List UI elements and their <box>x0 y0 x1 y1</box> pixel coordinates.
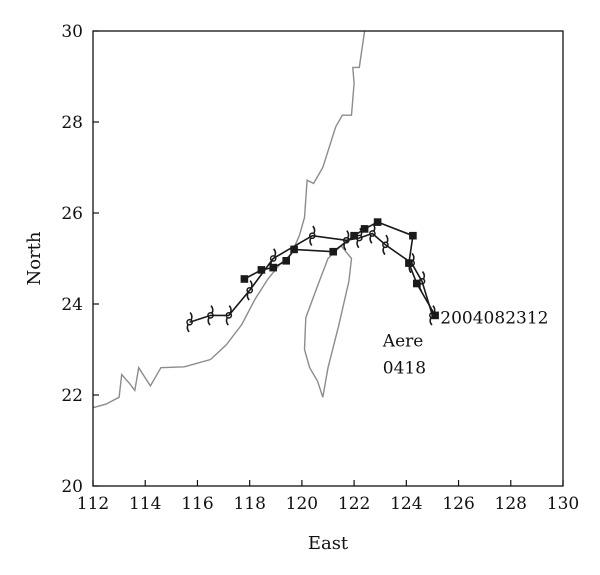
y-axis-label: North <box>24 231 45 285</box>
x-tick-label-2: 114 <box>129 494 161 514</box>
y-tick-label-4: 26 <box>61 204 83 224</box>
typhoon-symbol-1 <box>429 305 436 326</box>
x-tick-label-1: 112 <box>77 494 109 514</box>
typhoon-symbol-4 <box>382 234 389 256</box>
annotation-1: 2004082312 <box>440 309 548 329</box>
x-tick-label-3: 116 <box>181 494 213 514</box>
track-point-square-9 <box>290 245 298 254</box>
track-point-square-13 <box>240 275 249 283</box>
typhoon-symbol-7 <box>342 230 350 251</box>
coastline-layer <box>92 30 366 409</box>
typhoon-symbol-13 <box>186 311 193 333</box>
typhoon-symbol-2 <box>418 271 426 292</box>
track-point-square-12 <box>257 266 266 274</box>
track-layer <box>186 218 439 333</box>
typhoon-symbol-8 <box>308 225 316 246</box>
x-tick-label-5: 120 <box>286 494 318 514</box>
annotation-2: Aere <box>382 331 424 351</box>
coastline-mainland <box>92 30 366 409</box>
track-point-square-6 <box>360 225 369 233</box>
x-tick-label-4: 118 <box>233 494 265 514</box>
tick-layer: 112 114 116 118 120 122 124 126 128 130 20 22 24 26 28… <box>61 22 579 514</box>
x-tick-label-9: 128 <box>495 494 527 514</box>
x-tick-label-6: 122 <box>338 494 370 514</box>
typhoon-symbol-10 <box>246 280 254 301</box>
track-point-square-4 <box>409 231 417 240</box>
y-tick-label-2: 22 <box>61 386 83 406</box>
track-point-square-8 <box>329 247 337 256</box>
plot-frame <box>92 30 564 487</box>
track-point-square-5 <box>373 218 382 226</box>
typhoon-symbol-6 <box>355 227 363 249</box>
track-point-square-7 <box>350 231 358 240</box>
typhoon-symbol-12 <box>207 305 214 326</box>
x-tick-label-7: 124 <box>390 494 422 514</box>
y-tick-label-6: 30 <box>61 22 83 42</box>
typhoon-symbol-3 <box>408 252 415 274</box>
x-axis-label: East <box>308 533 349 554</box>
track-point-square-10 <box>282 257 290 265</box>
x-tick-label-8: 126 <box>442 494 474 514</box>
x-tick-label-10: 130 <box>547 494 579 514</box>
y-tick-label-5: 28 <box>61 113 83 133</box>
annotation-3: 0418 <box>383 359 426 379</box>
track-point-square-2 <box>413 279 421 288</box>
typhoon-symbol-5 <box>369 223 376 244</box>
annotation-layer: 2004082312 Aere 0418 <box>382 309 549 379</box>
track-line-2 <box>189 232 434 323</box>
typhoon-symbol-11 <box>225 305 233 326</box>
typhoon-symbol-9 <box>269 248 277 269</box>
coastline-taiwan <box>303 245 353 398</box>
y-tick-label-1: 20 <box>61 477 83 497</box>
y-tick-label-3: 24 <box>61 295 83 315</box>
